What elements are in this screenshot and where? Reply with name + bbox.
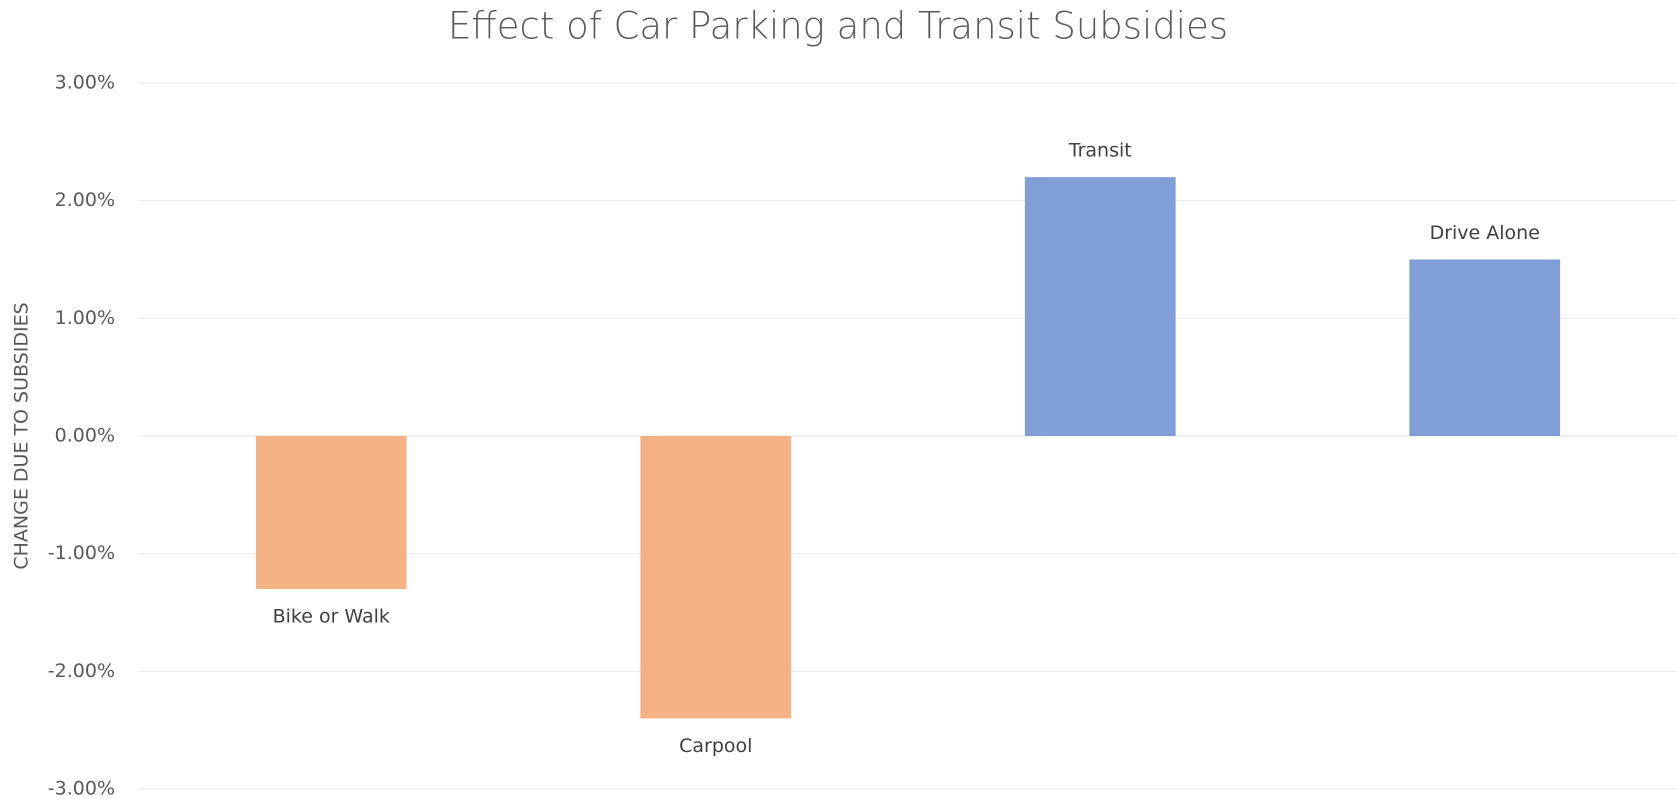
bar (255, 436, 407, 589)
data-label: Drive Alone (1430, 222, 1540, 244)
bar (1409, 259, 1561, 436)
y-tick-label: -3.00% (48, 778, 115, 799)
y-tick-label: 3.00% (55, 72, 115, 94)
y-tick-label: 2.00% (55, 189, 115, 211)
y-axis-label: CHANGE DUE TO SUBSIDIES (11, 302, 33, 569)
y-tick-label: 1.00% (55, 307, 115, 329)
y-tick-label: 0.00% (55, 425, 115, 447)
data-label: Bike or Walk (273, 605, 390, 627)
y-tick-label: -2.00% (48, 660, 115, 682)
bar (1024, 177, 1176, 436)
bar (640, 436, 792, 719)
data-label: Transit (1068, 140, 1132, 162)
y-tick-label: -1.00% (48, 542, 115, 564)
data-label: Carpool (679, 735, 752, 757)
chart-title: Effect of Car Parking and Transit Subsid… (448, 5, 1228, 48)
